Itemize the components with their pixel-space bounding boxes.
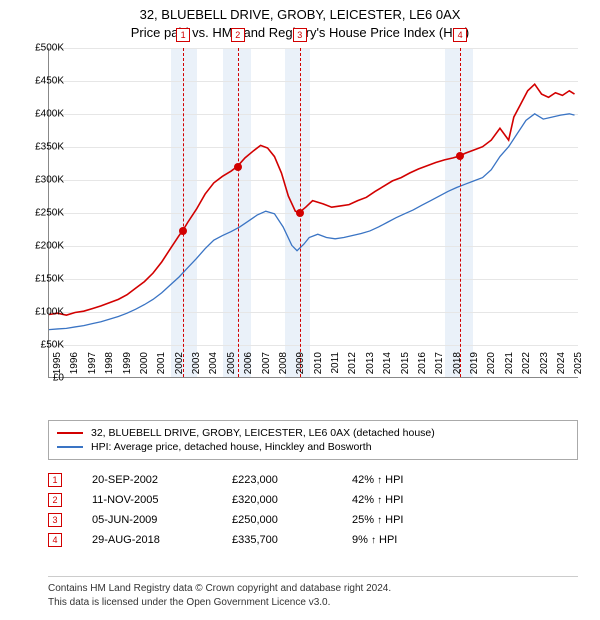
x-tick-label: 2020 bbox=[486, 352, 497, 382]
x-tick-label: 2025 bbox=[573, 352, 584, 382]
marker-dot bbox=[296, 209, 304, 217]
x-tick-label: 2004 bbox=[208, 352, 219, 382]
x-tick-label: 2008 bbox=[278, 352, 289, 382]
marker-line bbox=[238, 48, 239, 377]
y-tick-label: £150K bbox=[20, 274, 64, 285]
legend-label-1: 32, BLUEBELL DRIVE, GROBY, LEICESTER, LE… bbox=[91, 427, 435, 439]
chart-plot-area: 1234 bbox=[48, 48, 578, 378]
x-tick-label: 2007 bbox=[261, 352, 272, 382]
series-price_paid bbox=[49, 84, 575, 315]
chart-legend: 32, BLUEBELL DRIVE, GROBY, LEICESTER, LE… bbox=[48, 420, 578, 460]
y-tick-label: £250K bbox=[20, 208, 64, 219]
transaction-pct: 25% ↑ HPI bbox=[352, 514, 492, 526]
marker-box: 1 bbox=[176, 28, 190, 42]
x-tick-label: 2024 bbox=[556, 352, 567, 382]
marker-box: 4 bbox=[453, 28, 467, 42]
transaction-index-box: 3 bbox=[48, 513, 62, 527]
transaction-row: 3 05-JUN-2009£250,00025% ↑ HPI bbox=[48, 510, 578, 530]
arrow-up-icon: ↑ bbox=[377, 475, 382, 486]
transaction-row: 2 11-NOV-2005£320,00042% ↑ HPI bbox=[48, 490, 578, 510]
transaction-index-box: 4 bbox=[48, 533, 62, 547]
x-tick-label: 2000 bbox=[139, 352, 150, 382]
transaction-index-box: 1 bbox=[48, 473, 62, 487]
legend-label-2: HPI: Average price, detached house, Hinc… bbox=[91, 441, 372, 453]
x-tick-label: 2016 bbox=[417, 352, 428, 382]
x-tick-label: 2023 bbox=[539, 352, 550, 382]
x-tick-label: 1999 bbox=[122, 352, 133, 382]
x-tick-label: 2012 bbox=[347, 352, 358, 382]
chart-svg bbox=[49, 48, 578, 377]
transaction-price: £250,000 bbox=[232, 514, 352, 526]
x-tick-label: 2017 bbox=[434, 352, 445, 382]
arrow-up-icon: ↑ bbox=[377, 515, 382, 526]
series-hpi bbox=[49, 114, 575, 330]
transaction-date: 11-NOV-2005 bbox=[92, 494, 232, 506]
x-tick-label: 2002 bbox=[174, 352, 185, 382]
marker-box: 3 bbox=[293, 28, 307, 42]
x-tick-label: 2019 bbox=[469, 352, 480, 382]
x-tick-label: 1996 bbox=[69, 352, 80, 382]
y-tick-label: £100K bbox=[20, 307, 64, 318]
transaction-price: £320,000 bbox=[232, 494, 352, 506]
x-tick-label: 2018 bbox=[452, 352, 463, 382]
x-tick-label: 1995 bbox=[52, 352, 63, 382]
marker-box: 2 bbox=[231, 28, 245, 42]
arrow-up-icon: ↑ bbox=[377, 495, 382, 506]
x-tick-label: 2005 bbox=[226, 352, 237, 382]
legend-swatch-red bbox=[57, 432, 83, 434]
transaction-pct: 42% ↑ HPI bbox=[352, 474, 492, 486]
x-tick-label: 2003 bbox=[191, 352, 202, 382]
transaction-date: 29-AUG-2018 bbox=[92, 534, 232, 546]
legend-item-price-paid: 32, BLUEBELL DRIVE, GROBY, LEICESTER, LE… bbox=[57, 426, 569, 440]
y-tick-label: £400K bbox=[20, 109, 64, 120]
attribution-line-2: This data is licensed under the Open Gov… bbox=[48, 596, 578, 610]
y-tick-label: £350K bbox=[20, 142, 64, 153]
x-tick-label: 1997 bbox=[87, 352, 98, 382]
y-tick-label: £450K bbox=[20, 76, 64, 87]
marker-line bbox=[183, 48, 184, 377]
x-tick-label: 2021 bbox=[504, 352, 515, 382]
arrow-up-icon: ↑ bbox=[371, 535, 376, 546]
transaction-pct: 42% ↑ HPI bbox=[352, 494, 492, 506]
transaction-price: £223,000 bbox=[232, 474, 352, 486]
marker-dot bbox=[179, 227, 187, 235]
transaction-date: 20-SEP-2002 bbox=[92, 474, 232, 486]
transaction-price: £335,700 bbox=[232, 534, 352, 546]
transaction-pct: 9% ↑ HPI bbox=[352, 534, 492, 546]
y-tick-label: £200K bbox=[20, 241, 64, 252]
transaction-index-box: 2 bbox=[48, 493, 62, 507]
x-tick-label: 2006 bbox=[243, 352, 254, 382]
x-tick-label: 2013 bbox=[365, 352, 376, 382]
y-tick-label: £50K bbox=[20, 340, 64, 351]
x-tick-label: 1998 bbox=[104, 352, 115, 382]
transactions-table: 1 20-SEP-2002£223,00042% ↑ HPI 2 11-NOV-200… bbox=[48, 470, 578, 550]
x-tick-label: 2001 bbox=[156, 352, 167, 382]
y-tick-label: £300K bbox=[20, 175, 64, 186]
x-tick-label: 2022 bbox=[521, 352, 532, 382]
transaction-row: 4 29-AUG-2018£335,7009% ↑ HPI bbox=[48, 530, 578, 550]
legend-item-hpi: HPI: Average price, detached house, Hinc… bbox=[57, 440, 569, 454]
x-tick-label: 2011 bbox=[330, 352, 341, 382]
x-tick-label: 2015 bbox=[400, 352, 411, 382]
marker-dot bbox=[234, 163, 242, 171]
title-line-1: 32, BLUEBELL DRIVE, GROBY, LEICESTER, LE… bbox=[0, 6, 600, 24]
y-tick-label: £500K bbox=[20, 43, 64, 54]
x-tick-label: 2009 bbox=[295, 352, 306, 382]
transaction-row: 1 20-SEP-2002£223,00042% ↑ HPI bbox=[48, 470, 578, 490]
x-tick-label: 2014 bbox=[382, 352, 393, 382]
marker-line bbox=[460, 48, 461, 377]
marker-dot bbox=[456, 152, 464, 160]
attribution-line-1: Contains HM Land Registry data © Crown c… bbox=[48, 582, 578, 596]
transaction-date: 05-JUN-2009 bbox=[92, 514, 232, 526]
attribution-block: Contains HM Land Registry data © Crown c… bbox=[48, 576, 578, 609]
x-tick-label: 2010 bbox=[313, 352, 324, 382]
legend-swatch-blue bbox=[57, 446, 83, 448]
